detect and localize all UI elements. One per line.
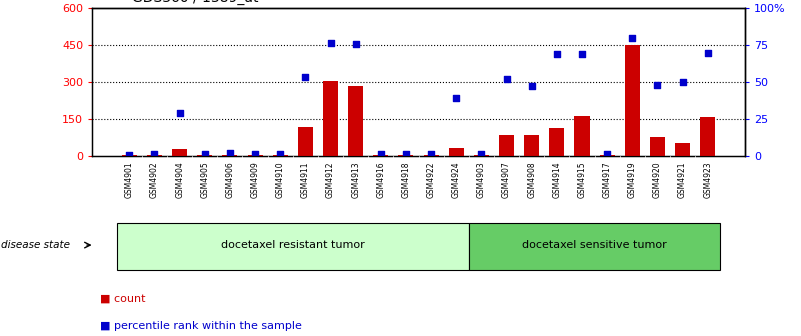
Bar xyxy=(650,136,665,156)
Point xyxy=(173,111,186,116)
Text: GSM4904: GSM4904 xyxy=(175,161,184,198)
Text: GSM4912: GSM4912 xyxy=(326,161,335,198)
Text: GSM4909: GSM4909 xyxy=(251,161,260,198)
Point xyxy=(550,51,563,57)
Text: GSM4923: GSM4923 xyxy=(703,161,712,198)
Bar xyxy=(449,148,464,156)
Text: GSM4902: GSM4902 xyxy=(150,161,159,198)
Text: GSM4906: GSM4906 xyxy=(225,161,235,198)
Text: GSM4915: GSM4915 xyxy=(578,161,586,198)
Point xyxy=(626,35,638,41)
Text: GSM4918: GSM4918 xyxy=(401,161,410,198)
Point xyxy=(601,151,614,157)
Bar xyxy=(675,143,690,156)
Point xyxy=(148,151,161,157)
Text: GSM4917: GSM4917 xyxy=(602,161,612,198)
Bar xyxy=(298,127,313,156)
Text: docetaxel sensitive tumor: docetaxel sensitive tumor xyxy=(522,240,667,250)
Point xyxy=(702,50,714,55)
Text: GSM4916: GSM4916 xyxy=(376,161,385,198)
Text: GSM4913: GSM4913 xyxy=(351,161,360,198)
Point xyxy=(475,151,488,157)
Point xyxy=(651,82,664,87)
Point xyxy=(676,80,689,85)
Text: GSM4922: GSM4922 xyxy=(427,161,436,198)
Bar xyxy=(323,81,338,156)
Bar xyxy=(474,155,489,156)
Bar xyxy=(147,155,162,156)
Point xyxy=(374,151,387,157)
Point xyxy=(400,151,413,157)
Point xyxy=(248,151,261,157)
Bar xyxy=(197,155,212,156)
Point xyxy=(349,41,362,47)
Point xyxy=(525,83,538,89)
Bar xyxy=(223,155,237,156)
Text: GSM4910: GSM4910 xyxy=(276,161,284,198)
Bar xyxy=(424,155,439,156)
Point xyxy=(299,75,312,80)
Bar xyxy=(117,223,469,269)
Bar xyxy=(600,155,614,156)
Bar xyxy=(248,155,263,156)
Text: GSM4921: GSM4921 xyxy=(678,161,687,198)
Point xyxy=(324,40,337,46)
Bar xyxy=(549,128,565,156)
Text: GSM4919: GSM4919 xyxy=(628,161,637,198)
Text: GSM4905: GSM4905 xyxy=(200,161,209,198)
Point xyxy=(425,151,437,157)
Text: GSM4911: GSM4911 xyxy=(301,161,310,198)
Point xyxy=(450,96,463,101)
Point xyxy=(223,150,236,155)
Text: GSM4914: GSM4914 xyxy=(553,161,562,198)
Text: GSM4908: GSM4908 xyxy=(527,161,536,198)
Text: GSM4924: GSM4924 xyxy=(452,161,461,198)
Text: GSM4920: GSM4920 xyxy=(653,161,662,198)
Text: GSM4903: GSM4903 xyxy=(477,161,486,198)
Bar xyxy=(373,155,388,156)
Text: disease state: disease state xyxy=(1,240,70,250)
Bar xyxy=(469,223,720,269)
Text: ■ percentile rank within the sample: ■ percentile rank within the sample xyxy=(100,321,302,331)
Bar xyxy=(574,116,590,156)
Point xyxy=(274,151,287,157)
Text: ■ count: ■ count xyxy=(100,294,146,304)
Bar xyxy=(172,149,187,156)
Bar xyxy=(122,155,137,156)
Text: GDS360 / 1389_at: GDS360 / 1389_at xyxy=(132,0,259,5)
Bar xyxy=(272,155,288,156)
Bar xyxy=(499,135,514,156)
Text: docetaxel resistant tumor: docetaxel resistant tumor xyxy=(221,240,364,250)
Text: GSM4901: GSM4901 xyxy=(125,161,134,198)
Text: GSM4907: GSM4907 xyxy=(502,161,511,198)
Point xyxy=(500,76,513,81)
Bar xyxy=(348,86,363,156)
Point xyxy=(199,151,211,157)
Point xyxy=(123,152,135,158)
Bar xyxy=(700,117,715,156)
Bar xyxy=(524,135,539,156)
Bar xyxy=(625,45,640,156)
Point xyxy=(576,51,589,57)
Bar xyxy=(398,155,413,156)
